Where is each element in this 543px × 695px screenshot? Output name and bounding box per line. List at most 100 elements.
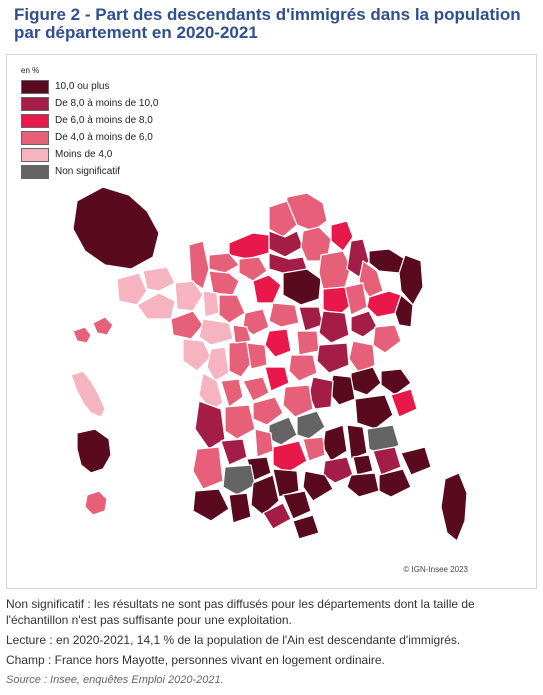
legend-item-non-significatif: Non significatif: [21, 163, 158, 180]
department-map: [70, 186, 468, 542]
legend-label: Non significatif: [55, 166, 121, 177]
legend-swatch: [21, 113, 49, 128]
dept-loir-et-cher: [242, 308, 270, 336]
dept-puy-de-dome: [282, 384, 314, 418]
dept-charente: [220, 378, 244, 408]
dept-gard: [322, 456, 354, 484]
dept-lot: [254, 428, 274, 458]
legend-label: Moins de 4,0: [55, 149, 113, 160]
dept-cantal: [268, 416, 298, 446]
legend-swatch: [21, 130, 49, 145]
dept-deux-sevres: [206, 346, 230, 382]
dept-alpes-hte-provence: [372, 446, 402, 476]
dept-guadeloupe: [72, 316, 114, 344]
dept-reunion: [84, 490, 108, 516]
dept-yonne: [298, 306, 324, 332]
dept-lot-et-garonne: [220, 438, 248, 466]
dept-paris-region: [282, 268, 322, 306]
dept-gers: [222, 464, 256, 496]
legend-swatch: [21, 79, 49, 94]
dept-eure-et-loir: [252, 274, 282, 304]
dept-alpes-maritimes: [400, 446, 432, 476]
dept-gironde: [194, 400, 226, 450]
legend-label: De 6,0 à moins de 8,0: [55, 115, 153, 126]
dept-ain: [350, 366, 382, 396]
dept-haute-loire: [296, 410, 326, 440]
dept-landes: [192, 446, 224, 490]
dept-hautes-pyrenees: [228, 492, 252, 524]
legend-item-6-8: De 6,0 à moins de 8,0: [21, 112, 158, 129]
dept-haute-garonne: [250, 474, 280, 516]
legend-swatch: [21, 147, 49, 162]
map-legend: en % 10,0 ou plus De 8,0 à moins de 10,0…: [21, 66, 158, 180]
dept-loiret: [268, 302, 300, 328]
legend-item-4-6: De 4,0 à moins de 6,0: [21, 129, 158, 146]
dept-calvados: [208, 252, 240, 274]
dept-corse: [440, 472, 468, 542]
dept-allier: [288, 354, 318, 382]
dept-var: [378, 468, 412, 498]
dept-sarthe: [218, 294, 246, 324]
dept-finistere: [116, 272, 148, 306]
dept-ariege: [262, 502, 292, 530]
dept-dordogne: [224, 404, 256, 440]
dept-mayenne: [202, 290, 220, 318]
dept-haute-vienne: [242, 376, 270, 402]
dept-doubs: [372, 324, 402, 354]
dept-pas-de-calais: [268, 200, 298, 238]
legend-swatch: [21, 96, 49, 111]
dept-seine-maritime: [228, 232, 270, 260]
dept-indre-et-loire: [232, 324, 252, 344]
dept-haute-saone: [350, 310, 378, 338]
dept-eure: [238, 256, 268, 282]
dept-meurthe-et-moselle: [358, 260, 384, 298]
dept-tarn: [272, 468, 300, 498]
dept-ardeche: [322, 424, 348, 462]
dept-guyane: [76, 428, 112, 474]
dept-haut-rhin: [394, 294, 414, 328]
dept-creuse: [264, 366, 290, 392]
dept-vendee: [182, 338, 212, 372]
dept-haute-marne: [344, 282, 368, 316]
map-figure: en % 10,0 ou plus De 8,0 à moins de 10,0…: [6, 54, 537, 589]
note-non-significatif: Non significatif : les résultats ne sont…: [6, 597, 475, 627]
legend-item-10-plus: 10,0 ou plus: [21, 78, 158, 95]
dept-pyrenees-orientales: [292, 514, 320, 540]
legend-label: De 8,0 à moins de 10,0: [55, 98, 159, 109]
dept-drome: [346, 424, 368, 460]
figure-title: Figure 2 - Part des descendants d'immigr…: [14, 5, 521, 42]
dept-pyrenees-atlantiques: [192, 488, 230, 522]
dept-ardennes: [330, 220, 354, 252]
dept-herault: [302, 470, 334, 502]
dept-loire-atlantique: [170, 310, 204, 340]
dept-manche: [188, 240, 210, 290]
dept-aveyron: [272, 440, 308, 474]
dept-maine-et-loire: [198, 318, 234, 346]
legend-label: 10,0 ou plus: [55, 81, 110, 92]
dept-aude: [282, 490, 312, 520]
dept-morbihan: [136, 292, 176, 320]
legend-item-8-10: De 8,0 à moins de 10,0: [21, 95, 158, 112]
legend-unit: en %: [21, 66, 40, 75]
dept-haute-savoie: [380, 368, 412, 396]
dept-ile-de-france-inset: [72, 186, 160, 270]
note-lecture: Lecture : en 2020-2021, 14,1 % de la pop…: [6, 633, 461, 647]
dept-orne: [208, 270, 240, 296]
legend-label: De 4,0 à moins de 6,0: [55, 132, 153, 143]
dept-ille-et-vilaine: [174, 280, 204, 312]
dept-marne: [318, 250, 352, 290]
note-champ: Champ : France hors Mayotte, personnes v…: [6, 653, 385, 667]
dept-cotes-darmor: [142, 266, 176, 292]
dept-aube: [322, 286, 352, 318]
legend-swatch: [21, 164, 49, 179]
dept-indre: [246, 342, 268, 370]
dept-vaucluse: [352, 454, 374, 476]
dept-savoie: [390, 388, 418, 418]
note-source: Source : Insee, enquêtes Emploi 2020-202…: [6, 674, 224, 686]
legend-item-under-4: Moins de 4,0: [21, 146, 158, 163]
dept-cote-dor: [318, 310, 350, 344]
figure-notes: Non significatif : les résultats ne sont…: [6, 596, 536, 692]
dept-correze: [252, 396, 284, 426]
dept-cher: [264, 328, 292, 358]
dept-martinique: [70, 370, 106, 418]
